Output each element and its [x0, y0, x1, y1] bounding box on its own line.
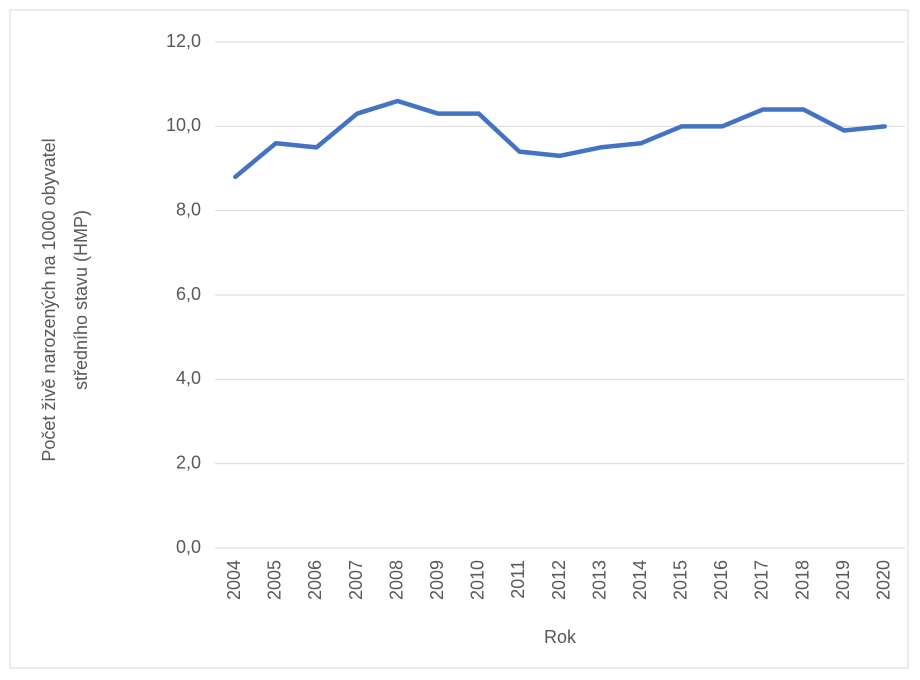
x-tick-label: 2010: [468, 560, 488, 600]
x-tick-label: 2018: [792, 560, 812, 600]
y-axis-label: Počet živě narozených na 1000 obyvatel: [39, 138, 59, 461]
y-tick-label: 6,0: [176, 284, 201, 304]
data-line: [233, 98, 887, 180]
y-tick-label: 4,0: [176, 368, 201, 388]
x-tick-label: 2015: [671, 560, 691, 600]
y-tick-label: 10,0: [166, 115, 201, 135]
chart-frame: [9, 9, 909, 669]
x-tick-label: 2009: [427, 560, 447, 600]
x-axis-label: Rok: [544, 627, 577, 647]
x-tick-label: 2020: [873, 560, 893, 600]
y-tick-label: 12,0: [166, 31, 201, 51]
x-tick-label: 2005: [265, 560, 285, 600]
x-tick-label: 2008: [386, 560, 406, 600]
y-axis-label: středního stavu (HMP): [71, 210, 91, 390]
x-tick-label: 2013: [589, 560, 609, 600]
y-tick-label: 0,0: [176, 537, 201, 557]
y-tick-label: 8,0: [176, 199, 201, 219]
x-tick-label: 2014: [630, 560, 650, 600]
x-tick-label: 2012: [549, 560, 569, 600]
x-tick-label: 2019: [833, 560, 853, 600]
y-tick-label: 2,0: [176, 452, 201, 472]
x-tick-label: 2016: [711, 560, 731, 600]
x-tick-label: 2017: [752, 560, 772, 600]
x-tick-label: 2006: [305, 560, 325, 600]
x-tick-label: 2011: [508, 560, 528, 599]
x-tick-label: 2004: [224, 560, 244, 600]
x-tick-label: 2007: [346, 560, 366, 600]
